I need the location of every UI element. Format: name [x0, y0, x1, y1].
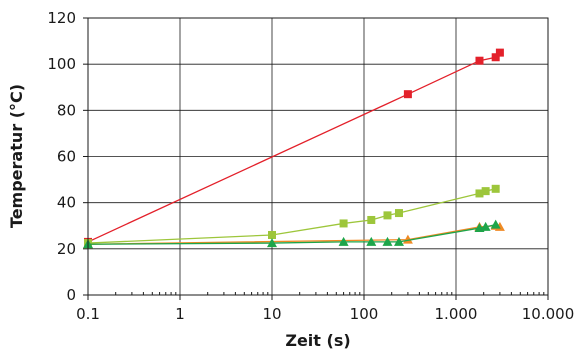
x-tick-label: 1.000 — [435, 305, 478, 323]
data-series — [83, 48, 505, 249]
series-1-point — [403, 90, 412, 99]
x-tick-label: 10.000 — [522, 305, 575, 323]
y-tick-label: 120 — [47, 9, 76, 27]
series-4-point — [480, 221, 491, 231]
series-4-point — [393, 236, 404, 246]
series-4-point — [490, 219, 501, 229]
series-2-point — [491, 184, 500, 193]
series-1-point — [475, 56, 484, 65]
series-2-point — [367, 215, 376, 224]
y-tick-label: 40 — [57, 194, 76, 212]
series-4-point — [382, 236, 393, 246]
series-2-point — [481, 187, 490, 196]
tick-labels: 0 20 40 60 80 100 120 0.1 1 10 100 1.000 10.000 — [47, 9, 574, 323]
series-1-point — [491, 53, 500, 62]
x-tick-label: 0.1 — [76, 305, 100, 323]
y-tick-label: 80 — [57, 101, 76, 119]
y-tick-label: 0 — [66, 286, 76, 304]
series-2-point — [383, 211, 392, 220]
series-2-point — [339, 219, 348, 228]
y-tick-label: 60 — [57, 148, 76, 166]
plot-frame — [87, 17, 549, 296]
x-tick-label: 1 — [175, 305, 185, 323]
y-axis-title: Temperatur (°C) — [7, 84, 26, 228]
y-tick-label: 100 — [47, 55, 76, 73]
x-tick-label: 10 — [262, 305, 281, 323]
series-4-point — [366, 236, 377, 246]
series-2-point — [268, 230, 276, 239]
series-4-point — [338, 236, 349, 246]
series-3-point — [494, 221, 505, 231]
series-2-point — [394, 209, 403, 218]
series-1-point — [495, 48, 504, 57]
series-4-point — [267, 238, 277, 248]
x-tick-label: 100 — [350, 305, 379, 323]
series-2-point — [475, 189, 484, 198]
series-1-line — [87, 52, 501, 243]
y-tick-label: 20 — [57, 240, 76, 258]
x-axis-title: Zeit (s) — [285, 331, 350, 350]
